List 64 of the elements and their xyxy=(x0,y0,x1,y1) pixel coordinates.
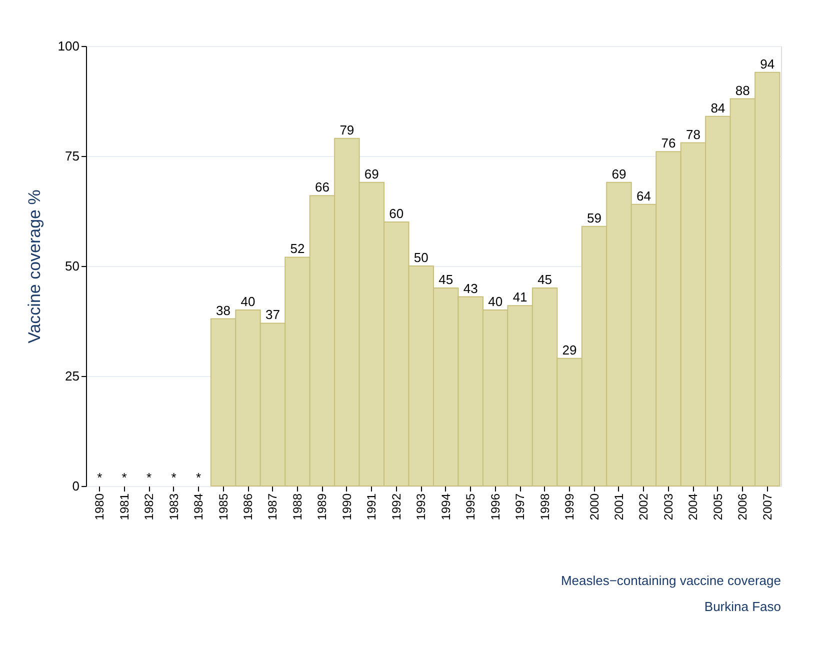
x-tick-label: 1993 xyxy=(414,493,428,520)
data-label: 59 xyxy=(587,210,602,226)
text: * xyxy=(171,470,176,485)
x-tick-label: 1990 xyxy=(340,493,354,520)
x-tick-label: 1980 xyxy=(92,493,107,520)
x-tick-label: 2000 xyxy=(587,493,602,520)
data-label: 79 xyxy=(340,122,354,138)
data-label: 40 xyxy=(240,294,256,309)
text: * xyxy=(196,470,202,485)
x-tick-label: 2004 xyxy=(686,493,700,520)
data-label: 69 xyxy=(612,166,626,182)
x-tick-label: 1986 xyxy=(241,493,255,520)
x-tick-label: 1998 xyxy=(538,493,552,520)
y-tick-label: 50 xyxy=(65,258,80,274)
x-tick-label: 1997 xyxy=(513,493,528,520)
data-label: 37 xyxy=(266,307,280,322)
x-tick-label: 1996 xyxy=(488,493,502,520)
text: * xyxy=(122,470,127,485)
data-label: 40 xyxy=(488,294,503,309)
x-tick-label: 1988 xyxy=(290,493,304,520)
x-tick-label: 1987 xyxy=(266,493,280,520)
x-tick-label: 1995 xyxy=(464,493,478,520)
data-label: 64 xyxy=(636,188,651,204)
data-label: 84 xyxy=(710,100,726,116)
data-label: 52 xyxy=(290,241,305,256)
data-label: 60 xyxy=(389,206,404,221)
data-label: 78 xyxy=(686,126,700,142)
data-label: 69 xyxy=(364,166,379,182)
data-label: 66 xyxy=(314,180,330,195)
x-tick-label: 1982 xyxy=(142,493,156,520)
y-tick-label: 25 xyxy=(65,368,80,384)
data-label: 76 xyxy=(661,136,676,151)
text: * xyxy=(146,470,152,485)
x-tick-label: 1981 xyxy=(117,493,132,520)
data-label: 45 xyxy=(438,272,454,287)
y-axis-title: Vaccine coverage % xyxy=(24,190,44,344)
data-label: 45 xyxy=(538,272,552,287)
text: Burkina Faso xyxy=(704,599,781,614)
x-tick-label: 2006 xyxy=(736,493,750,520)
y-tick-label: 75 xyxy=(65,148,80,164)
y-tick-label: 0 xyxy=(72,478,80,494)
x-tick-label: 1991 xyxy=(364,493,379,520)
x-tick-label: 1992 xyxy=(389,493,404,520)
data-label: 50 xyxy=(414,250,428,265)
x-tick-label: 1989 xyxy=(315,493,330,520)
data-label: 38 xyxy=(216,302,231,318)
x-tick-label: 1994 xyxy=(438,493,453,520)
data-label: 41 xyxy=(512,290,528,305)
text: Measles−containing vaccine coverage xyxy=(560,573,781,588)
text: * xyxy=(97,470,102,485)
data-label: 88 xyxy=(735,82,750,98)
x-tick-label: 2002 xyxy=(636,493,651,520)
x-tick-label: 2007 xyxy=(760,493,774,520)
y-tick-label: 100 xyxy=(58,38,80,54)
x-tick-label: 1983 xyxy=(166,493,181,520)
x-tick-label: 1985 xyxy=(216,493,230,520)
x-tick-label: 1984 xyxy=(192,493,206,520)
data-label: 94 xyxy=(760,56,775,72)
x-tick-label: 2001 xyxy=(612,493,626,520)
x-tick-label: 1999 xyxy=(562,493,577,520)
data-label: 29 xyxy=(562,342,577,358)
data-label: 43 xyxy=(463,280,478,296)
x-tick-label: 2003 xyxy=(661,493,676,520)
x-tick-label: 2005 xyxy=(710,493,725,520)
